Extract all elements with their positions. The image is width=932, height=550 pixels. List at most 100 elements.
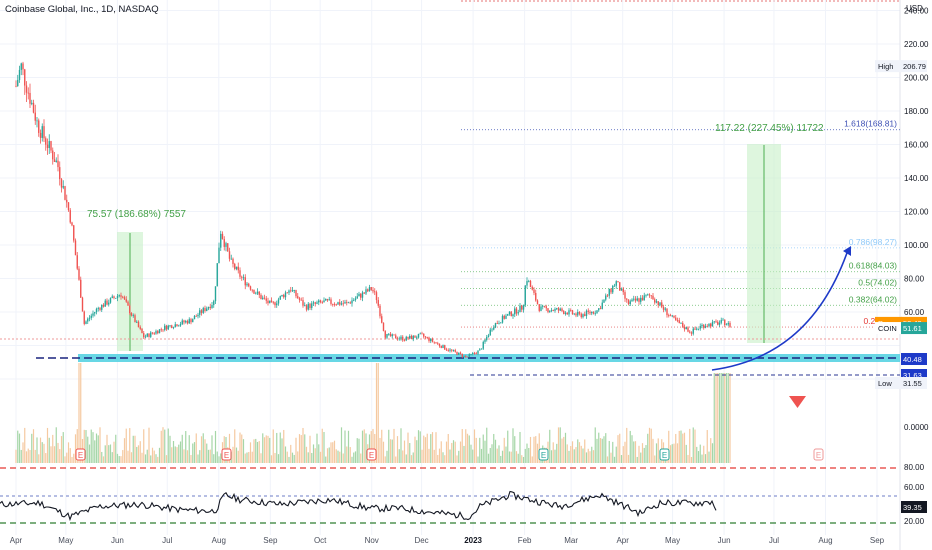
candle[interactable] (363, 292, 365, 294)
candle[interactable] (279, 296, 281, 300)
candle[interactable] (484, 339, 486, 342)
candle[interactable] (528, 280, 530, 282)
candle[interactable] (620, 288, 623, 291)
candle[interactable] (382, 322, 385, 331)
candle[interactable] (339, 302, 341, 305)
candle[interactable] (540, 306, 542, 311)
candle[interactable] (46, 144, 49, 149)
candle[interactable] (421, 333, 423, 335)
candle[interactable] (134, 315, 136, 323)
candle[interactable] (673, 315, 675, 318)
candle[interactable] (183, 320, 185, 323)
candle[interactable] (393, 334, 395, 336)
candle[interactable] (428, 337, 430, 342)
candle[interactable] (305, 305, 308, 310)
earnings-marker[interactable]: E (366, 448, 377, 461)
candle[interactable] (692, 328, 694, 334)
candle[interactable] (405, 336, 407, 341)
candle[interactable] (676, 320, 679, 321)
candle[interactable] (496, 323, 498, 324)
earnings-marker[interactable]: E (538, 448, 549, 461)
candle[interactable] (52, 150, 54, 160)
candle[interactable] (15, 85, 17, 87)
candle[interactable] (388, 333, 390, 335)
candle[interactable] (192, 319, 194, 323)
candle[interactable] (358, 293, 360, 297)
candle[interactable] (391, 334, 393, 337)
candle[interactable] (678, 320, 680, 324)
candle[interactable] (494, 323, 497, 328)
candle[interactable] (400, 336, 402, 339)
candle[interactable] (218, 247, 220, 264)
candle[interactable] (120, 295, 122, 297)
candle[interactable] (361, 292, 364, 298)
candle[interactable] (136, 321, 138, 323)
candle[interactable] (437, 343, 439, 345)
candle[interactable] (346, 302, 348, 303)
candle[interactable] (549, 310, 551, 313)
rsi-line[interactable] (0, 490, 717, 522)
candle[interactable] (718, 322, 721, 325)
candle[interactable] (697, 328, 700, 330)
candle[interactable] (713, 321, 715, 323)
candle[interactable] (335, 304, 337, 306)
candle[interactable] (662, 307, 665, 310)
earnings-marker[interactable]: E (75, 448, 86, 461)
candle[interactable] (60, 179, 63, 188)
candle[interactable] (232, 258, 234, 264)
candle[interactable] (608, 288, 610, 296)
candle[interactable] (619, 282, 621, 291)
candle[interactable] (715, 321, 717, 323)
candle[interactable] (641, 297, 644, 301)
candle[interactable] (510, 311, 512, 317)
candle[interactable] (375, 292, 378, 301)
candle[interactable] (99, 308, 101, 310)
candle[interactable] (410, 336, 413, 340)
candle[interactable] (722, 319, 724, 321)
candle[interactable] (281, 294, 283, 297)
candle[interactable] (108, 302, 110, 305)
candle[interactable] (32, 102, 35, 113)
candle[interactable] (438, 343, 441, 347)
candle[interactable] (533, 289, 535, 293)
candle[interactable] (255, 293, 257, 295)
candle[interactable] (283, 294, 285, 298)
fibonacci-levels[interactable]: 1.618(168.81) 0.786(98.27) 0.618(84.03) 0.5… (461, 119, 900, 328)
candle[interactable] (668, 315, 670, 316)
candle[interactable] (137, 321, 140, 328)
candle[interactable] (381, 316, 383, 323)
candle[interactable] (221, 233, 224, 240)
candle[interactable] (230, 258, 232, 260)
candle[interactable] (151, 332, 154, 334)
candle[interactable] (554, 308, 556, 311)
candle[interactable] (176, 324, 178, 327)
candle[interactable] (552, 310, 554, 311)
candle[interactable] (402, 336, 404, 341)
candle[interactable] (682, 323, 684, 327)
candle[interactable] (227, 243, 229, 252)
candle[interactable] (249, 286, 252, 290)
candle[interactable] (109, 297, 112, 303)
candle[interactable] (430, 338, 432, 342)
candle[interactable] (248, 283, 250, 287)
candle[interactable] (235, 266, 238, 269)
candle[interactable] (472, 352, 474, 354)
candle[interactable] (389, 333, 392, 337)
candle[interactable] (29, 92, 31, 104)
support-band[interactable] (78, 354, 900, 362)
candle[interactable] (627, 299, 630, 305)
candle[interactable] (654, 299, 656, 303)
candle[interactable] (412, 335, 414, 340)
candle[interactable] (293, 290, 295, 291)
candle[interactable] (449, 349, 451, 351)
candle[interactable] (680, 323, 682, 324)
candle[interactable] (239, 270, 241, 277)
candle[interactable] (31, 102, 33, 104)
candle[interactable] (561, 308, 563, 312)
candle[interactable] (200, 310, 203, 313)
candle[interactable] (80, 279, 82, 298)
candle[interactable] (234, 263, 236, 269)
candle[interactable] (435, 342, 437, 344)
candle[interactable] (53, 159, 56, 163)
rsi-pane[interactable] (0, 467, 900, 524)
